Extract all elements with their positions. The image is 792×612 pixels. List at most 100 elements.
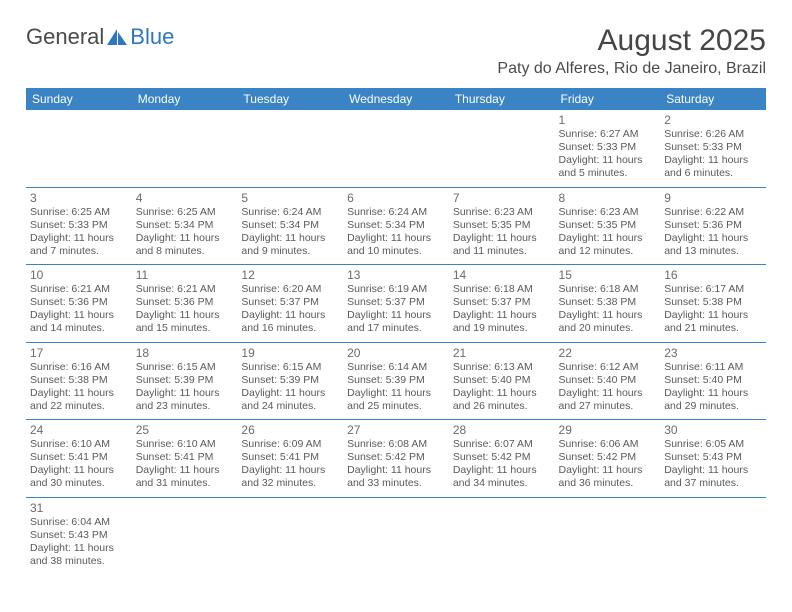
sunset-text: Sunset: 5:39 PM — [241, 374, 339, 387]
day-number: 11 — [136, 268, 234, 282]
calendar-body: 1Sunrise: 6:27 AMSunset: 5:33 PMDaylight… — [26, 110, 766, 574]
day-number: 14 — [453, 268, 551, 282]
day-info: Sunrise: 6:18 AMSunset: 5:38 PMDaylight:… — [559, 283, 657, 336]
day-cell — [449, 110, 555, 187]
daylight-text: Daylight: 11 hours and 25 minutes. — [347, 387, 445, 413]
day-info: Sunrise: 6:10 AMSunset: 5:41 PMDaylight:… — [30, 438, 128, 491]
daylight-text: Daylight: 11 hours and 5 minutes. — [559, 154, 657, 180]
day-info: Sunrise: 6:14 AMSunset: 5:39 PMDaylight:… — [347, 361, 445, 414]
day-cell: 23Sunrise: 6:11 AMSunset: 5:40 PMDayligh… — [660, 342, 766, 420]
sunrise-text: Sunrise: 6:20 AM — [241, 283, 339, 296]
day-cell — [343, 497, 449, 574]
sunrise-text: Sunrise: 6:21 AM — [30, 283, 128, 296]
sunset-text: Sunset: 5:34 PM — [347, 219, 445, 232]
month-title: August 2025 — [497, 24, 766, 58]
day-number: 21 — [453, 346, 551, 360]
day-number: 2 — [664, 113, 762, 127]
day-number: 13 — [347, 268, 445, 282]
daylight-text: Daylight: 11 hours and 9 minutes. — [241, 232, 339, 258]
day-cell: 21Sunrise: 6:13 AMSunset: 5:40 PMDayligh… — [449, 342, 555, 420]
day-cell — [555, 497, 661, 574]
day-info: Sunrise: 6:05 AMSunset: 5:43 PMDaylight:… — [664, 438, 762, 491]
sunset-text: Sunset: 5:40 PM — [559, 374, 657, 387]
sunrise-text: Sunrise: 6:23 AM — [559, 206, 657, 219]
day-cell: 27Sunrise: 6:08 AMSunset: 5:42 PMDayligh… — [343, 420, 449, 498]
sunset-text: Sunset: 5:35 PM — [453, 219, 551, 232]
day-cell: 31Sunrise: 6:04 AMSunset: 5:43 PMDayligh… — [26, 497, 132, 574]
day-cell: 4Sunrise: 6:25 AMSunset: 5:34 PMDaylight… — [132, 187, 238, 265]
day-cell: 15Sunrise: 6:18 AMSunset: 5:38 PMDayligh… — [555, 265, 661, 343]
sunrise-text: Sunrise: 6:21 AM — [136, 283, 234, 296]
daylight-text: Daylight: 11 hours and 8 minutes. — [136, 232, 234, 258]
sunrise-text: Sunrise: 6:07 AM — [453, 438, 551, 451]
sunrise-text: Sunrise: 6:09 AM — [241, 438, 339, 451]
day-info: Sunrise: 6:18 AMSunset: 5:37 PMDaylight:… — [453, 283, 551, 336]
day-cell — [132, 497, 238, 574]
daylight-text: Daylight: 11 hours and 32 minutes. — [241, 464, 339, 490]
top-bar: General Blue August 2025 Paty do Alferes… — [26, 24, 766, 78]
daylight-text: Daylight: 11 hours and 14 minutes. — [30, 309, 128, 335]
daylight-text: Daylight: 11 hours and 16 minutes. — [241, 309, 339, 335]
col-monday: Monday — [132, 88, 238, 110]
day-info: Sunrise: 6:21 AMSunset: 5:36 PMDaylight:… — [30, 283, 128, 336]
day-info: Sunrise: 6:13 AMSunset: 5:40 PMDaylight:… — [453, 361, 551, 414]
sunset-text: Sunset: 5:43 PM — [30, 529, 128, 542]
day-number: 18 — [136, 346, 234, 360]
sunrise-text: Sunrise: 6:18 AM — [559, 283, 657, 296]
week-row: 1Sunrise: 6:27 AMSunset: 5:33 PMDaylight… — [26, 110, 766, 187]
day-info: Sunrise: 6:24 AMSunset: 5:34 PMDaylight:… — [347, 206, 445, 259]
sunset-text: Sunset: 5:34 PM — [136, 219, 234, 232]
day-cell — [26, 110, 132, 187]
daylight-text: Daylight: 11 hours and 29 minutes. — [664, 387, 762, 413]
sunset-text: Sunset: 5:42 PM — [559, 451, 657, 464]
day-info: Sunrise: 6:22 AMSunset: 5:36 PMDaylight:… — [664, 206, 762, 259]
daylight-text: Daylight: 11 hours and 6 minutes. — [664, 154, 762, 180]
sunrise-text: Sunrise: 6:05 AM — [664, 438, 762, 451]
sunrise-text: Sunrise: 6:10 AM — [136, 438, 234, 451]
daylight-text: Daylight: 11 hours and 12 minutes. — [559, 232, 657, 258]
day-cell — [660, 497, 766, 574]
sunset-text: Sunset: 5:34 PM — [241, 219, 339, 232]
sunset-text: Sunset: 5:41 PM — [30, 451, 128, 464]
day-number: 31 — [30, 501, 128, 515]
daylight-text: Daylight: 11 hours and 7 minutes. — [30, 232, 128, 258]
day-number: 7 — [453, 191, 551, 205]
week-row: 17Sunrise: 6:16 AMSunset: 5:38 PMDayligh… — [26, 342, 766, 420]
day-cell — [237, 497, 343, 574]
day-cell: 16Sunrise: 6:17 AMSunset: 5:38 PMDayligh… — [660, 265, 766, 343]
day-cell: 22Sunrise: 6:12 AMSunset: 5:40 PMDayligh… — [555, 342, 661, 420]
day-number: 29 — [559, 423, 657, 437]
sunrise-text: Sunrise: 6:15 AM — [136, 361, 234, 374]
sunset-text: Sunset: 5:41 PM — [241, 451, 339, 464]
day-info: Sunrise: 6:15 AMSunset: 5:39 PMDaylight:… — [241, 361, 339, 414]
day-number: 23 — [664, 346, 762, 360]
daylight-text: Daylight: 11 hours and 38 minutes. — [30, 542, 128, 568]
day-info: Sunrise: 6:06 AMSunset: 5:42 PMDaylight:… — [559, 438, 657, 491]
day-number: 30 — [664, 423, 762, 437]
daylight-text: Daylight: 11 hours and 13 minutes. — [664, 232, 762, 258]
day-number: 26 — [241, 423, 339, 437]
day-cell — [237, 110, 343, 187]
day-number: 22 — [559, 346, 657, 360]
week-row: 10Sunrise: 6:21 AMSunset: 5:36 PMDayligh… — [26, 265, 766, 343]
day-cell — [132, 110, 238, 187]
day-number: 27 — [347, 423, 445, 437]
sunrise-text: Sunrise: 6:13 AM — [453, 361, 551, 374]
day-number: 1 — [559, 113, 657, 127]
logo: General Blue — [26, 24, 174, 50]
sunset-text: Sunset: 5:33 PM — [30, 219, 128, 232]
sunrise-text: Sunrise: 6:10 AM — [30, 438, 128, 451]
daylight-text: Daylight: 11 hours and 26 minutes. — [453, 387, 551, 413]
day-info: Sunrise: 6:23 AMSunset: 5:35 PMDaylight:… — [559, 206, 657, 259]
day-cell — [343, 110, 449, 187]
daylight-text: Daylight: 11 hours and 24 minutes. — [241, 387, 339, 413]
day-number: 17 — [30, 346, 128, 360]
sunset-text: Sunset: 5:40 PM — [453, 374, 551, 387]
sunrise-text: Sunrise: 6:18 AM — [453, 283, 551, 296]
sunset-text: Sunset: 5:33 PM — [559, 141, 657, 154]
day-info: Sunrise: 6:23 AMSunset: 5:35 PMDaylight:… — [453, 206, 551, 259]
day-cell: 29Sunrise: 6:06 AMSunset: 5:42 PMDayligh… — [555, 420, 661, 498]
col-thursday: Thursday — [449, 88, 555, 110]
day-info: Sunrise: 6:10 AMSunset: 5:41 PMDaylight:… — [136, 438, 234, 491]
week-row: 31Sunrise: 6:04 AMSunset: 5:43 PMDayligh… — [26, 497, 766, 574]
